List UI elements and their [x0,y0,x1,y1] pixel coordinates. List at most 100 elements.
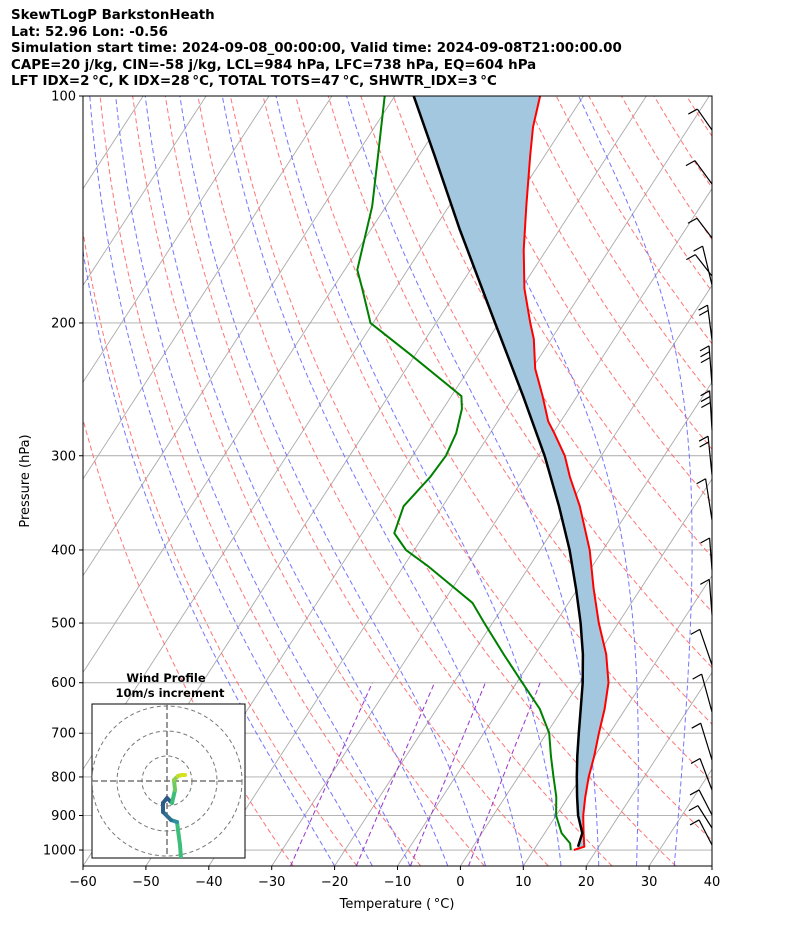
x-tick-label: 0 [456,875,464,890]
wind-barb [705,478,713,521]
wind-barb-flag [700,351,710,358]
dewpoint-line [356,96,572,851]
isotherm-line [83,96,396,577]
hodograph-trace [178,843,183,858]
hodograph-trace [170,788,177,805]
dry-adiabat [360,96,712,669]
moist-adiabat [346,96,600,866]
y-tick-label: 100 [51,90,76,105]
isotherm-line [648,768,712,866]
wind-barb-flag [688,805,699,812]
y-axis-label: Pressure (hPa) [18,434,33,527]
wind-barb-flag [689,819,700,826]
hodograph-subtitle: 10m/s increment [116,686,225,700]
mixing-ratio-line [290,682,373,866]
y-tick-label: 300 [51,449,76,464]
wind-barb-flag [690,628,701,635]
indices-line: LFT IDX=2 °C, K IDX=28 °C, TOTAL TOTS=47… [11,74,497,90]
cape-line: CAPE=20 j/kg, CIN=-58 j/kg, LCL=984 hPa,… [11,57,537,73]
profile-lines [356,96,610,851]
wind-barb-flag [699,345,710,352]
dry-adiabat [295,96,712,783]
wind-barb-flag [700,390,710,397]
dry-adiabat [132,96,485,866]
temperature-line [522,96,610,851]
wind-barb [699,758,713,791]
isotherm-line [0,96,17,866]
moist-adiabat [89,96,373,866]
wind-barb-flag [688,108,698,115]
parcel-line [412,96,585,848]
isotherm-line [0,96,80,866]
moist-adiabat [578,96,693,866]
dry-adiabat [392,96,712,613]
mixing-ratio-line [409,682,486,866]
isotherm-line [711,865,712,866]
x-tick-label: −10 [384,875,411,890]
wind-barb [701,673,713,713]
wind-barb [699,629,713,666]
isotherm-line [775,96,794,866]
isotherm-line [460,478,712,866]
time-line: Simulation start time: 2024-09-08_00:00:… [11,41,622,57]
isotherm-line [585,671,712,866]
dry-adiabat [425,96,712,558]
wind-barb-flag [700,578,710,585]
y-tick-label: 400 [51,543,76,558]
chart-header: SkewTLogP BarkstonHeath Lat: 52.96 Lon: … [11,8,622,91]
moist-adiabat [179,96,487,866]
y-tick-label: 700 [51,727,76,742]
hodograph-inset: Wind Profile 10m/s increment [91,671,246,859]
isotherm-line [334,284,712,866]
wind-barb-flag [698,304,708,311]
hodograph-trace [176,828,182,847]
wind-barb-flag [687,217,698,224]
wind-barb [696,108,713,131]
chart-title: SkewTLogP BarkstonHeath [11,8,215,23]
x-axis-label: Temperature ( °C) [339,897,455,912]
wind-barb [702,245,713,286]
dry-adiabat [164,96,549,866]
wind-barb-flag [691,722,702,729]
moist-adiabat [83,248,336,866]
dry-adiabat [719,96,794,866]
dry-adiabat [653,96,712,189]
wind-barb-flag [701,401,711,409]
background-lines [0,96,794,866]
dry-adiabat [588,96,712,293]
isotherm-line [83,96,333,480]
dry-adiabat [458,96,712,504]
wind-barb [696,217,713,239]
x-tick-label: −50 [132,875,159,890]
x-tick-label: 40 [704,875,721,890]
wind-barb-flag [698,435,709,442]
wind-barb [697,805,713,829]
x-tick-label: −30 [258,875,285,890]
location-line: Lat: 52.96 Lon: -0.56 [11,24,168,40]
moist-adiabat [144,96,449,866]
wind-barb [698,789,713,816]
dry-adiabat [83,228,358,866]
moist-adiabat [442,96,639,866]
x-tick-label: 30 [641,875,658,890]
wind-barb-flag [692,673,702,680]
wind-barb-flag [689,789,700,796]
wind-barb-flag [700,537,710,544]
wind-barb-flag [696,478,706,485]
wind-barb [698,819,713,846]
isotherm-line [522,574,712,866]
x-tick-label: −20 [321,875,348,890]
y-tick-label: 600 [51,676,76,691]
wind-barb [700,722,713,761]
hodograph-title: Wind Profile [126,671,206,685]
y-tick-label: 1000 [43,844,76,859]
y-tick-label: 200 [51,316,76,331]
wind-barb-flag [700,357,711,364]
wind-barb-flag [686,254,696,261]
wind-barb-flag [700,396,711,403]
axis-ticks: −60 −50 −40 −30 −20 −10 0 10 20 30 40 100 200 300 400 5… [43,90,720,891]
wind-barb-flag [698,309,709,316]
wind-barb-flag [699,441,709,448]
x-tick-label: −40 [195,875,222,890]
